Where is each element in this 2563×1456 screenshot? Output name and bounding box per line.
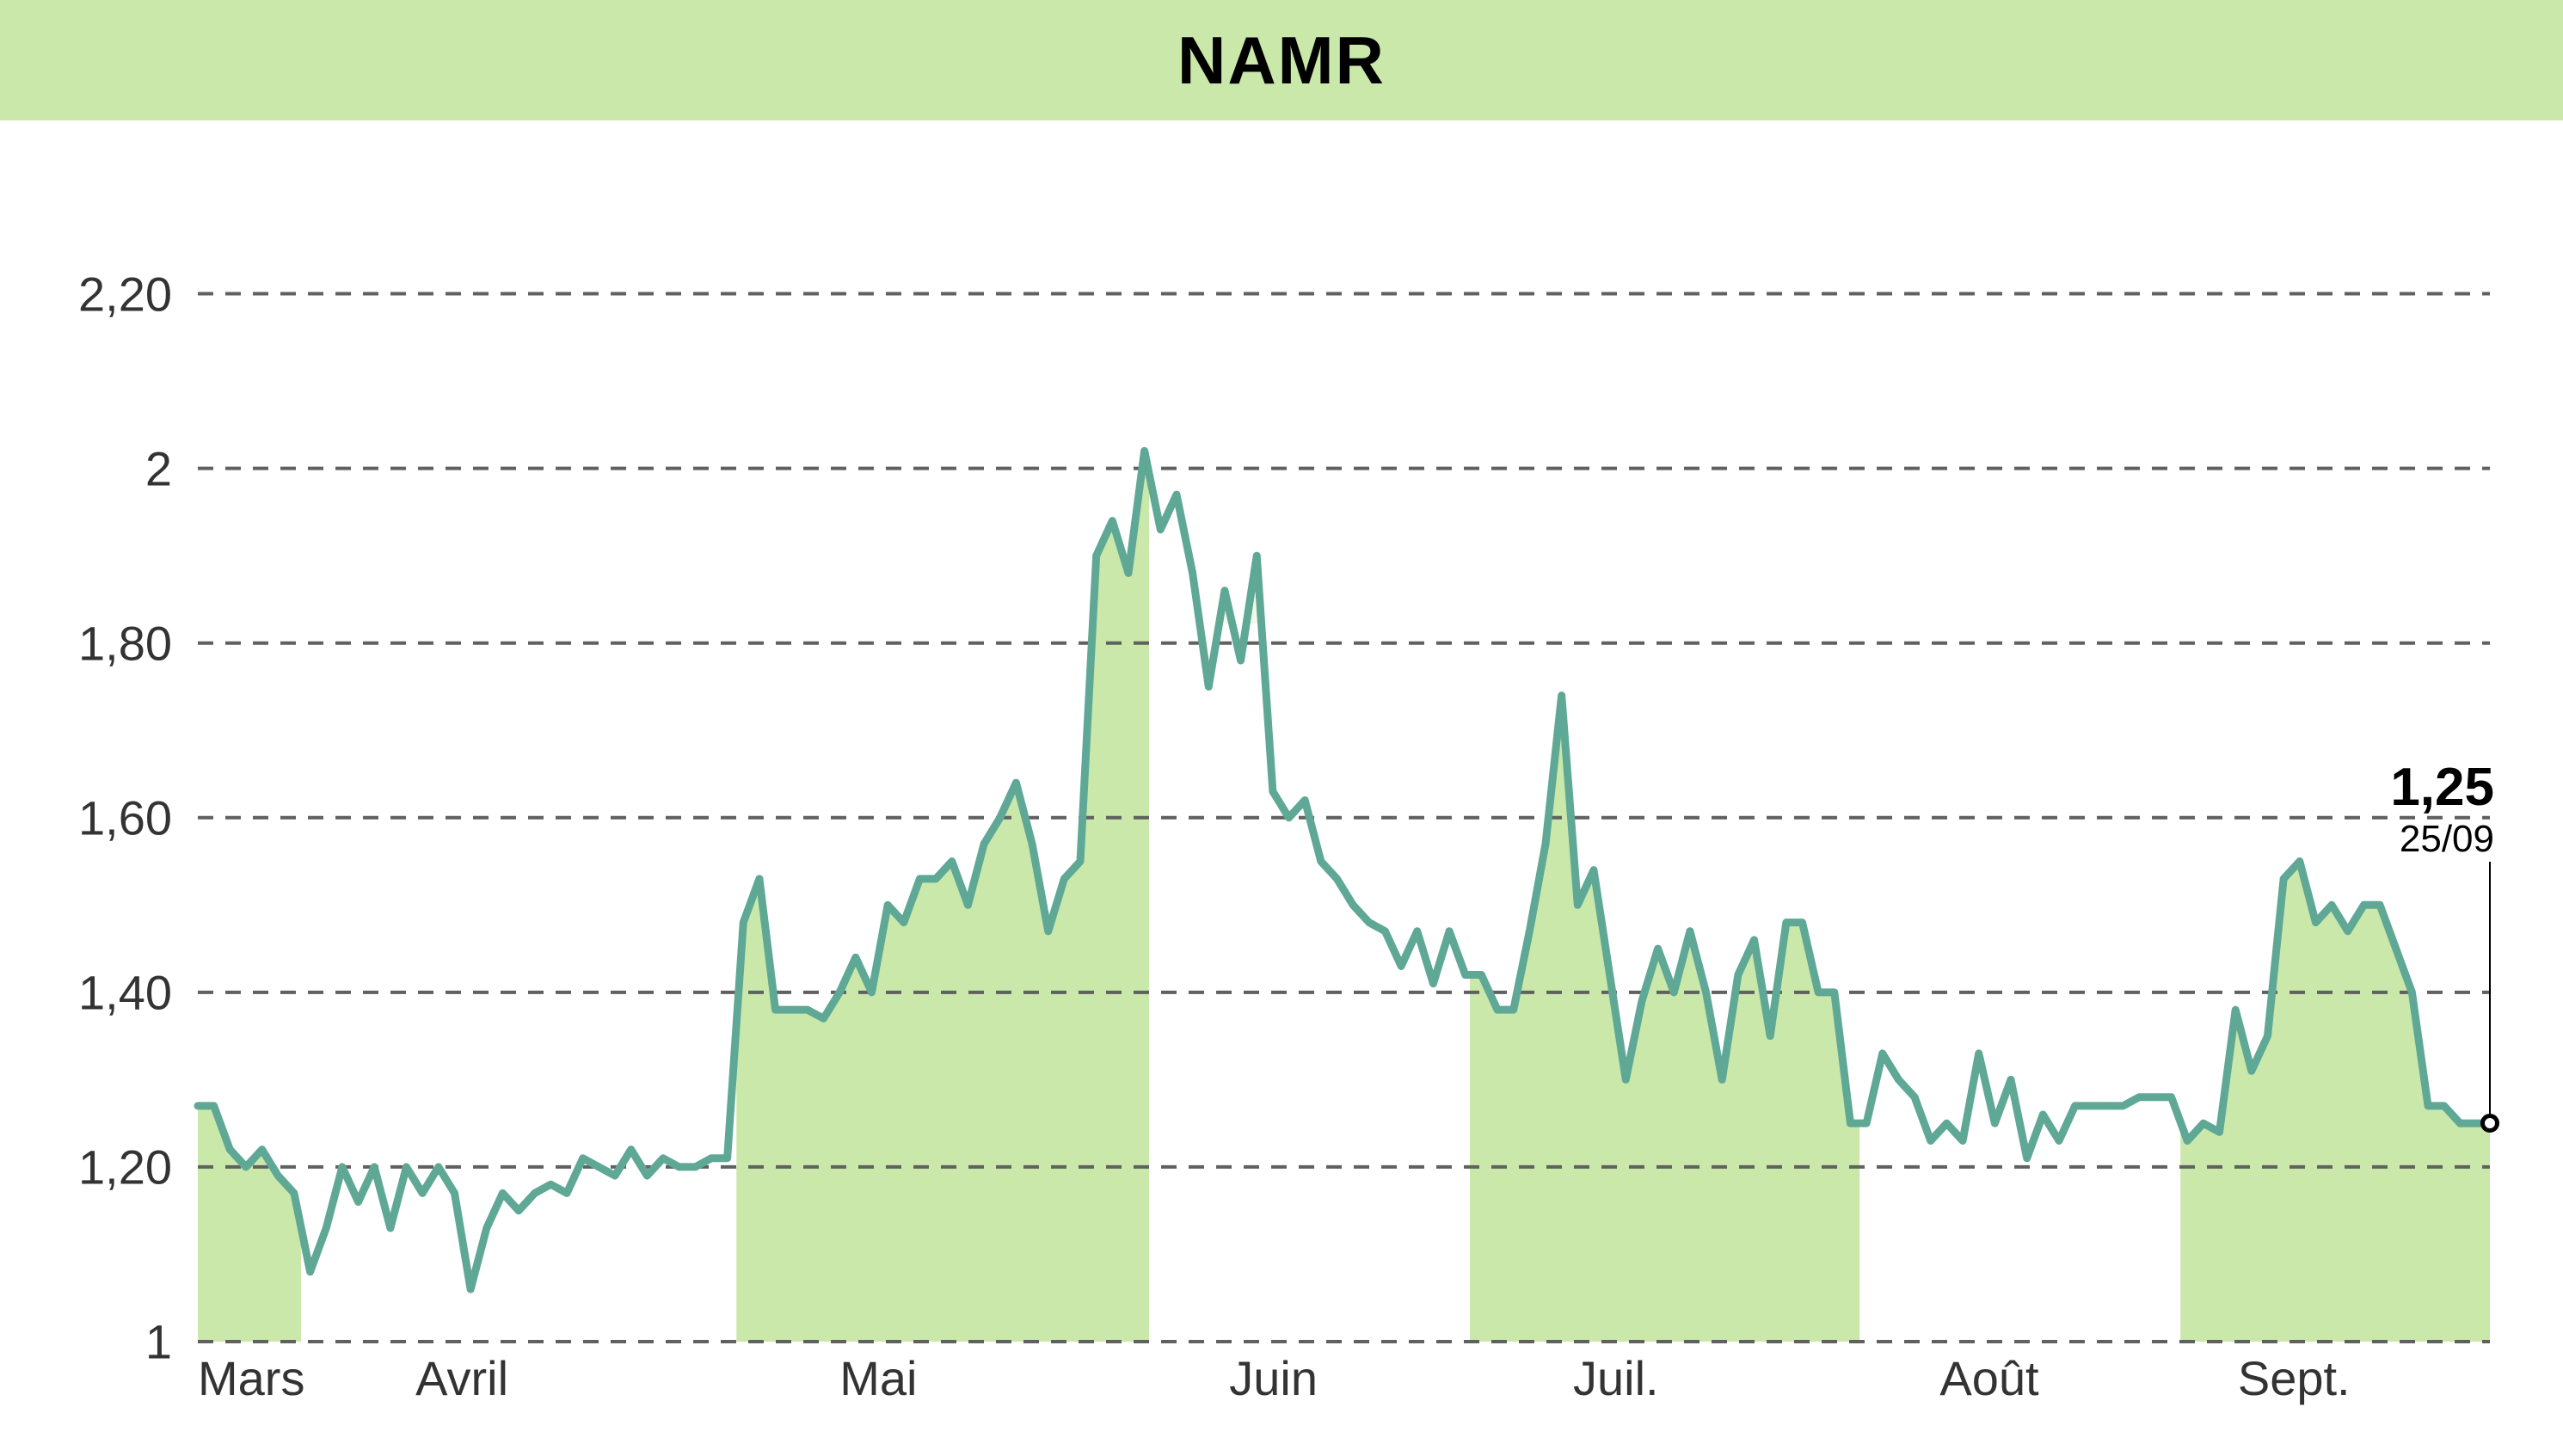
chart-svg bbox=[0, 120, 2563, 1456]
x-tick-label: Mars bbox=[198, 1350, 304, 1406]
y-tick-label: 2 bbox=[0, 440, 172, 496]
y-tick-label: 1,60 bbox=[0, 789, 172, 845]
x-tick-label: Août bbox=[1939, 1350, 2038, 1406]
x-tick-label: Mai bbox=[839, 1350, 917, 1406]
chart-title: NAMR bbox=[1177, 22, 1386, 100]
y-tick-label: 2,20 bbox=[0, 266, 172, 322]
x-tick-label: Avril bbox=[415, 1350, 508, 1406]
y-tick-label: 1 bbox=[0, 1314, 172, 1370]
end-marker bbox=[2480, 1114, 2499, 1133]
end-date: 25/09 bbox=[2400, 818, 2494, 861]
chart-container: 2,20 2 1,80 1,60 1,40 1,20 1 Mars Avril Mai Juin J… bbox=[0, 120, 2563, 1456]
title-bar: NAMR bbox=[0, 0, 2563, 120]
x-tick-label: Sept. bbox=[2238, 1350, 2351, 1406]
end-value: 1,25 bbox=[2390, 757, 2494, 818]
y-tick-label: 1,40 bbox=[0, 964, 172, 1020]
end-annotation-line bbox=[2489, 862, 2491, 1124]
y-tick-label: 1,20 bbox=[0, 1139, 172, 1195]
y-tick-label: 1,80 bbox=[0, 615, 172, 671]
x-tick-label: Juil. bbox=[1573, 1350, 1659, 1406]
x-tick-label: Juin bbox=[1229, 1350, 1318, 1406]
